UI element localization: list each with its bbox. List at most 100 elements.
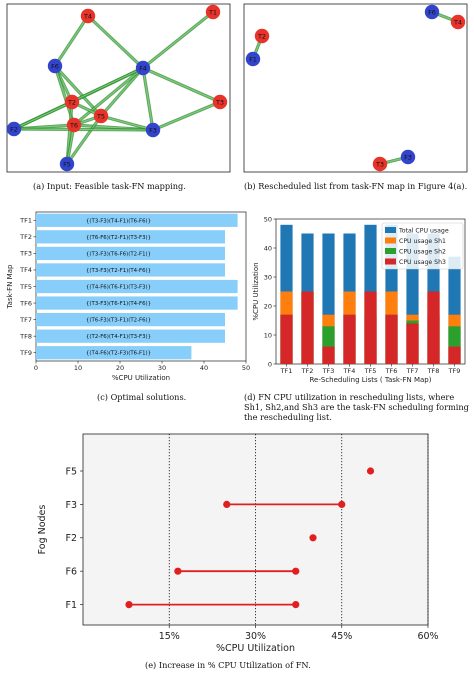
chart-c-ytick-label: TF7 [19, 316, 32, 324]
chart-c-bar-label: {(T4-F6)(T6-F1)(T3-F3)} [86, 285, 151, 291]
graph-a-node-label: T3 [215, 98, 224, 106]
chart-c-bar [36, 263, 225, 277]
chart-d-xtick-label: TF7 [406, 367, 419, 375]
chart-c-bar-label: {(T3-F3)(T4-F1)(T6-F6)} [86, 218, 151, 224]
graph-a-node-label: T5 [96, 112, 105, 120]
chart-d-xtick-label: TF3 [322, 367, 335, 375]
graph-a-edge-highlight [142, 11, 214, 69]
chart-e-point-end [292, 601, 300, 609]
chart-d-xtick-label: TF5 [364, 367, 377, 375]
chart-d-legend-label: CPU usage Sh3 [399, 259, 446, 266]
chart-d-xlabel: Re-Scheduling Lists ( Task-FN Map) [310, 376, 432, 384]
chart-c-ytick-label: TF8 [19, 332, 32, 340]
chart-c-ytick-label: TF3 [19, 250, 32, 258]
chart-e-point-end [292, 567, 300, 575]
graph-a-edge-highlight [152, 101, 221, 131]
chart-c-bar-label: {(T3-F3)(T2-F1)(T4-F6)} [86, 268, 151, 274]
chart-e-xlabel: %CPU Utilization [216, 643, 295, 654]
chart-e-xtick-label: 60% [417, 631, 438, 642]
graph-a-node [6, 121, 22, 137]
graph-a-edge-highlight [13, 128, 154, 131]
chart-e-ytick-label: F6 [65, 567, 77, 578]
graph-a-node [145, 122, 161, 138]
graph-a-node [80, 8, 96, 24]
graph-a-edge-highlight [13, 101, 73, 130]
chart-c-xtick-label: 40 [200, 364, 208, 372]
caption-b: (b) Rescheduled list from task-FN map in… [244, 181, 468, 191]
graph-a-node [205, 4, 221, 20]
chart-c-ylabel: Task-FN Map [6, 264, 14, 309]
chart-e-xtick-label: 45% [331, 631, 352, 642]
graph-b-node [245, 51, 261, 67]
graph-a-edge-highlight [54, 15, 89, 67]
chart-d-ytick-label: 0 [268, 360, 272, 368]
graph-a-node-label: T2 [67, 98, 76, 106]
graph-b-node [424, 4, 440, 20]
graph-b-node [400, 149, 416, 165]
chart-c-ytick-label: TF5 [19, 283, 32, 291]
chart-d-legend-swatch [385, 248, 396, 254]
graph-a-edge-highlight [87, 15, 144, 69]
chart-d-legend-swatch [385, 237, 396, 244]
chart-c-bar [36, 296, 238, 310]
graph-b-node-label: F6 [428, 8, 436, 16]
graph-a-node-label: T4 [83, 12, 92, 20]
chart-d-bar [385, 314, 398, 364]
caption-d: (d) FN CPU utilization in rescheduling l… [244, 392, 469, 422]
chart-d-xtick-label: TF1 [280, 367, 293, 375]
chart-c-bar-label: {(T3-F3)(T6-F1)(T4-F6)} [86, 301, 151, 307]
chart-d-ytick-label: 40 [264, 244, 272, 252]
chart-e-ytick-label: F5 [65, 466, 77, 477]
chart-e-point-start [125, 601, 133, 609]
chart-d-legend-swatch [385, 258, 396, 265]
chart-c-ytick-label: TF9 [19, 349, 32, 357]
chart-c-ytick-label: TF6 [19, 299, 32, 307]
graph-a-edge-highlight [100, 115, 154, 131]
chart-c-bar [36, 230, 225, 244]
chart-c-bar [36, 346, 192, 360]
chart-e-ylabel: Fog Nodes [37, 505, 48, 555]
graph-b-frame [243, 3, 468, 173]
chart-d-ytick-label: 20 [264, 302, 272, 310]
caption-c: (c) Optimal solutions. [97, 392, 187, 402]
chart-e-point [366, 467, 375, 475]
chart-e-point [309, 534, 317, 542]
graph-a-edge-highlight [100, 67, 144, 117]
chart-c-xtick-label: 10 [74, 364, 82, 372]
chart-c-bar [36, 329, 225, 343]
graph-a-node [47, 58, 63, 74]
chart-d-bar [322, 346, 335, 364]
chart-c-bar [36, 246, 225, 261]
chart-c-bar-label: {(T4-F6)(T2-F3)(T6-F1)} [86, 351, 151, 357]
graph-b-node [450, 14, 466, 30]
graph-a-node-label: F6 [51, 62, 59, 70]
chart-e-point-start [174, 567, 182, 575]
chart-d-ytick-label: 50 [264, 215, 272, 223]
chart-d-xtick-label: TF6 [385, 367, 398, 375]
graph-a-frame [6, 3, 231, 173]
chart-d-ytick-label: 10 [264, 331, 272, 339]
chart-d-xtick-label: TF8 [427, 367, 440, 375]
chart-c-bar [36, 213, 238, 227]
chart-d-legend-label: CPU usage Sh2 [399, 249, 446, 256]
chart-c-ytick-label: TF4 [19, 266, 32, 274]
graph-b-node [372, 156, 388, 172]
caption-a: (a) Input: Feasible task-FN mapping. [33, 181, 186, 191]
chart-d-bar [364, 291, 377, 364]
graph-a-node [64, 94, 80, 110]
chart-c-bar [36, 279, 238, 294]
graph-a-node-label: F2 [10, 125, 18, 133]
chart-d-bar [448, 346, 461, 364]
graph-b-node-label: F3 [404, 153, 412, 161]
chart-d-ytick-label: 30 [264, 273, 272, 281]
graph-b-node-label: T3 [375, 160, 384, 168]
chart-c-bar-label: {(T6-F6)(T2-F1)(T3-F3)} [86, 235, 151, 241]
graph-a-edge-highlight [66, 115, 102, 165]
chart-d-legend-box [381, 222, 464, 270]
chart-d-bar [406, 323, 419, 364]
chart-c-bar-label: {(T2-F6)(T4-F1)(T3-F3)} [86, 334, 151, 340]
